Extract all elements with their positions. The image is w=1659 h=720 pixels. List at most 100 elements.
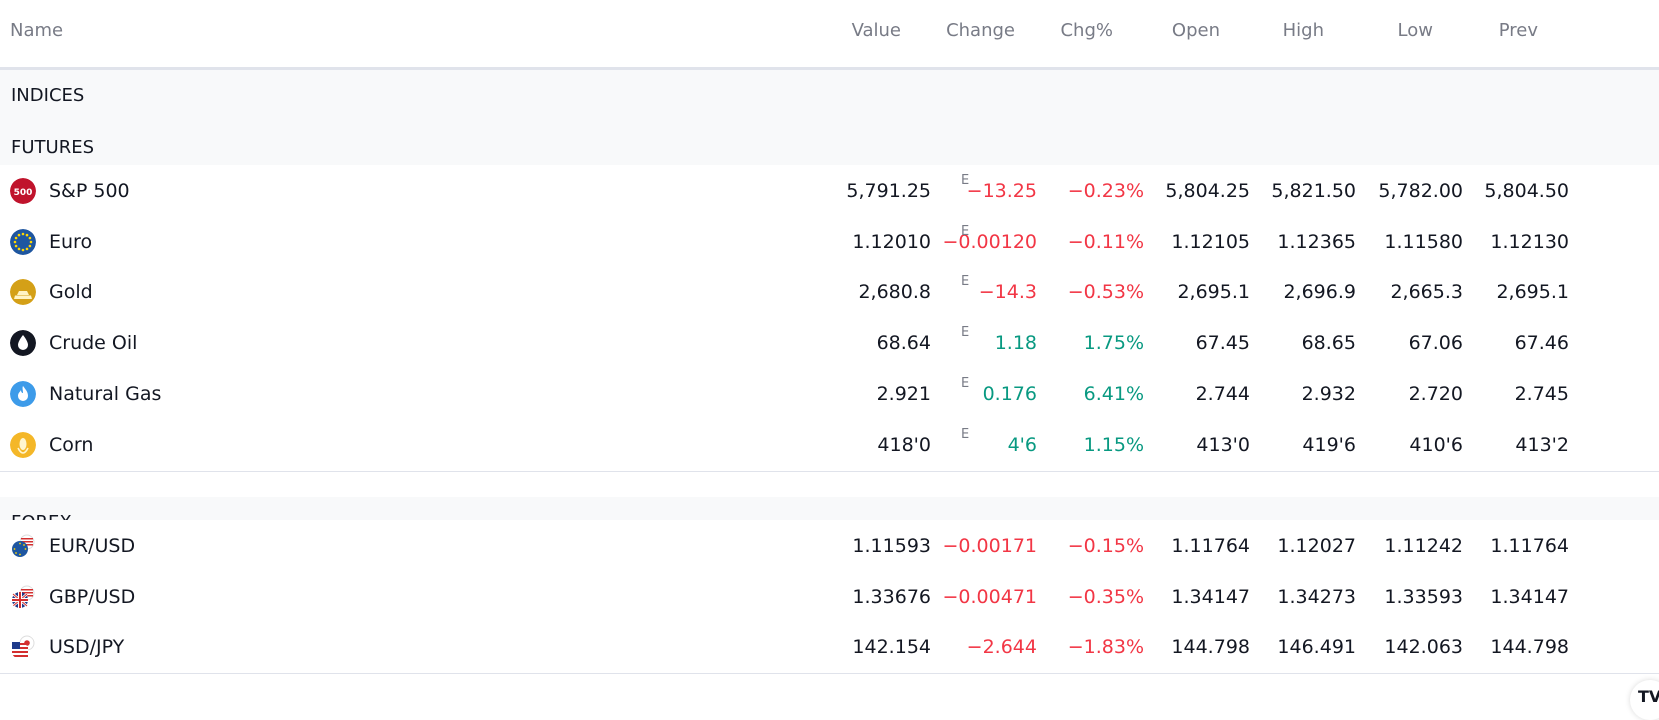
- tradingview-logo[interactable]: TV: [1630, 680, 1659, 720]
- cell-low: 67.06: [1408, 332, 1463, 355]
- cell-value: 5,791.25: [846, 180, 931, 202]
- cell-prev: 1.34147: [1490, 585, 1569, 608]
- symbol-name[interactable]: EUR/USD: [49, 535, 136, 557]
- column-header-value[interactable]: Value: [851, 20, 901, 41]
- cell-value: 2.921: [876, 382, 931, 405]
- cell-high: 2,696.9: [1283, 281, 1356, 304]
- cell-high: 1.12365: [1277, 230, 1356, 253]
- cell-high: 146.491: [1277, 636, 1356, 659]
- cell-low: 142.063: [1384, 636, 1463, 659]
- corn-icon: [10, 431, 36, 458]
- table-row[interactable]: GBP/USD 1.33676 −0.00471 −0.35% 1.34147 1.342…: [0, 570, 1659, 624]
- cell-low: 5,782.00: [1378, 180, 1463, 202]
- cell-open: 5,804.25: [1165, 180, 1250, 202]
- cell-chg-pct: −0.35%: [1067, 585, 1144, 608]
- cell-change: 0.176: [982, 382, 1037, 405]
- cell-high: 419'6: [1302, 433, 1356, 456]
- cell-high: 2.932: [1301, 382, 1356, 405]
- table-row[interactable]: USD/JPY 142.154 −2.644 −1.83% 144.798 146.491…: [0, 621, 1659, 675]
- cell-prev: 2.745: [1514, 382, 1569, 405]
- cell-prev: 1.11764: [1490, 535, 1569, 557]
- symbol-name[interactable]: Natural Gas: [49, 382, 162, 405]
- cell-change: −0.00171: [942, 535, 1038, 557]
- cell-change: −14.3: [978, 281, 1037, 304]
- cell-chg-pct: −0.15%: [1067, 535, 1144, 557]
- cell-prev: 5,804.50: [1484, 180, 1569, 202]
- cell-open: 1.34147: [1171, 585, 1250, 608]
- cell-change: −0.00120: [942, 230, 1038, 253]
- section-title: FUTURES: [11, 137, 95, 158]
- delayed-marker: E: [961, 375, 970, 391]
- cell-value: 1.12010: [852, 230, 931, 253]
- column-header-high[interactable]: High: [1282, 20, 1324, 41]
- cell-value: 2,680.8: [858, 281, 931, 304]
- euro-flag-icon: [10, 228, 36, 255]
- cell-change: 1.18: [994, 332, 1037, 355]
- cell-open: 2.744: [1195, 382, 1250, 405]
- table-header: Name Value Change Chg% Open High Low Pre…: [0, 0, 1659, 70]
- delayed-marker: E: [961, 223, 970, 239]
- column-header-open[interactable]: Open: [1171, 20, 1220, 41]
- cell-high: 1.34273: [1277, 585, 1356, 608]
- table-row[interactable]: Corn 418'0 4'6 1.15% 413'0 419'6 410'6 413'2 E: [0, 418, 1659, 472]
- table-row[interactable]: Crude Oil 68.64 1.18 1.75% 67.45 68.65 67.06 67…: [0, 317, 1659, 371]
- cell-value: 1.11593: [852, 535, 931, 557]
- cell-prev: 1.12130: [1490, 230, 1569, 253]
- cell-low: 2,665.3: [1390, 281, 1463, 304]
- cell-open: 2,695.1: [1177, 281, 1250, 304]
- symbol-name[interactable]: S&P 500: [49, 180, 130, 202]
- cell-chg-pct: −1.83%: [1067, 636, 1144, 659]
- table-row[interactable]: 500 S&P 500 5,791.25 −13.25 −0.23% 5,804.25 5,…: [0, 165, 1659, 218]
- cell-value: 418'0: [877, 433, 931, 456]
- delayed-marker: E: [961, 426, 970, 442]
- cell-low: 1.33593: [1384, 585, 1463, 608]
- cell-change: −0.00471: [942, 585, 1038, 608]
- column-header-name[interactable]: Name: [10, 20, 64, 41]
- symbol-name[interactable]: GBP/USD: [49, 585, 136, 608]
- cell-prev: 67.46: [1514, 332, 1569, 355]
- cell-change: −2.644: [966, 636, 1037, 659]
- symbol-name[interactable]: USD/JPY: [49, 636, 125, 659]
- cell-open: 144.798: [1171, 636, 1250, 659]
- symbol-name[interactable]: Crude Oil: [49, 332, 138, 355]
- cell-open: 1.12105: [1171, 230, 1250, 253]
- cell-low: 1.11242: [1384, 535, 1463, 557]
- section-indices[interactable]: INDICES: [0, 70, 1659, 122]
- symbol-name[interactable]: Corn: [49, 433, 94, 456]
- logo-text: TV: [1638, 687, 1659, 706]
- symbol-name[interactable]: Gold: [49, 281, 93, 304]
- cell-low: 2.720: [1408, 382, 1463, 405]
- column-header-low[interactable]: Low: [1397, 20, 1433, 41]
- table-row[interactable]: Gold 2,680.8 −14.3 −0.53% 2,695.1 2,696.9 2,66…: [0, 266, 1659, 320]
- cell-chg-pct: 6.41%: [1083, 382, 1144, 405]
- cell-open: 1.11764: [1171, 535, 1250, 557]
- symbol-name[interactable]: Euro: [49, 230, 93, 253]
- flame-icon: [10, 380, 36, 407]
- column-header-chg-pct[interactable]: Chg%: [1060, 20, 1113, 41]
- cell-chg-pct: −0.53%: [1067, 281, 1144, 304]
- cell-high: 1.12027: [1277, 535, 1356, 557]
- cell-open: 67.45: [1195, 332, 1250, 355]
- column-header-change[interactable]: Change: [946, 20, 1015, 41]
- delayed-marker: E: [961, 173, 970, 188]
- eur-usd-flags-icon: [10, 533, 36, 559]
- section-title: INDICES: [11, 85, 85, 106]
- sp500-icon: 500: [10, 178, 36, 204]
- table-row[interactable]: EUR/USD 1.11593 −0.00171 −0.15% 1.11764 1.120…: [0, 520, 1659, 573]
- gold-bars-icon: [10, 279, 36, 306]
- cell-change: 4'6: [1007, 433, 1037, 456]
- cell-low: 1.11580: [1384, 230, 1463, 253]
- gbp-usd-flags-icon: [10, 584, 36, 610]
- column-header-prev[interactable]: Prev: [1498, 20, 1538, 41]
- cell-chg-pct: −0.23%: [1067, 180, 1144, 202]
- cell-prev: 2,695.1: [1496, 281, 1569, 304]
- oil-drop-icon: [10, 330, 36, 357]
- table-row[interactable]: Euro 1.12010 −0.00120 −0.11% 1.12105 1.12365 1…: [0, 215, 1659, 269]
- cell-change: −13.25: [966, 180, 1037, 202]
- cell-value: 142.154: [852, 636, 931, 659]
- svg-text:500: 500: [14, 188, 33, 198]
- table-row[interactable]: Natural Gas 2.921 0.176 6.41% 2.744 2.932 2.72…: [0, 367, 1659, 421]
- cell-prev: 413'2: [1515, 433, 1569, 456]
- delayed-marker: E: [961, 274, 970, 290]
- usd-jpy-flags-icon: [10, 634, 36, 660]
